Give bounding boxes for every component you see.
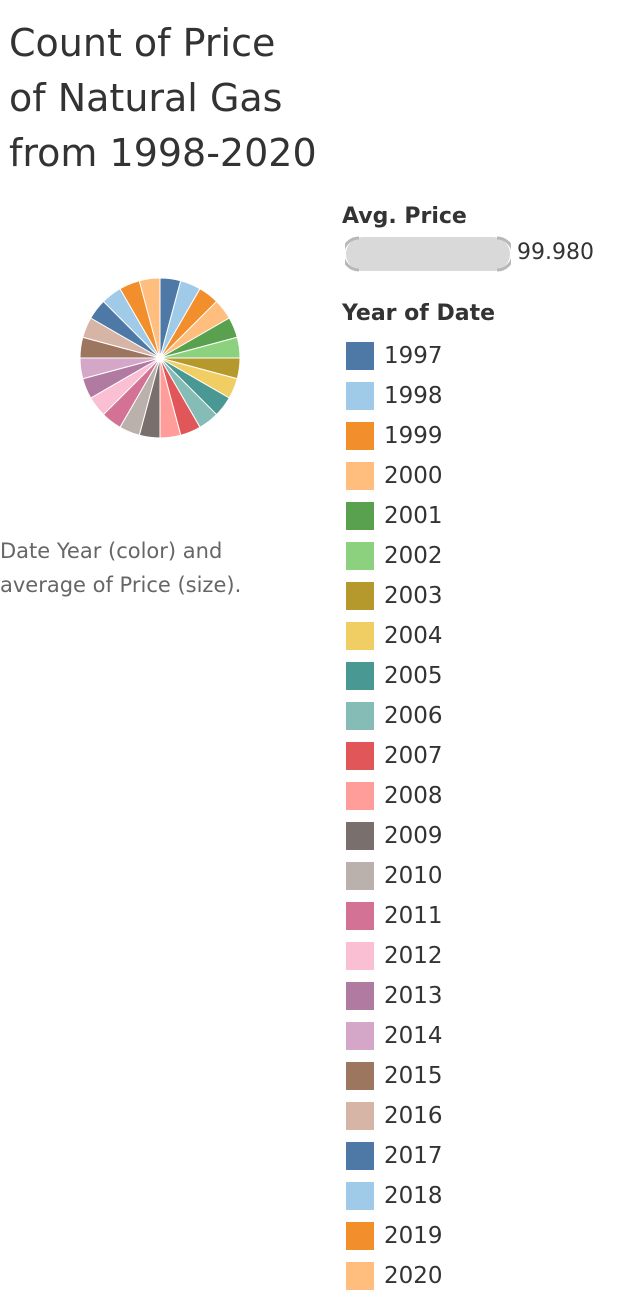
size-legend-fill: [346, 237, 510, 271]
legend-item-2016[interactable]: 2016: [346, 1096, 443, 1136]
legend-swatch-2019: [346, 1222, 374, 1250]
color-legend-title: Year of Date: [342, 301, 496, 326]
legend-label-2009: 2009: [384, 823, 443, 849]
legend-item-2019[interactable]: 2019: [346, 1216, 443, 1256]
legend-swatch-2003: [346, 582, 374, 610]
legend-item-2012[interactable]: 2012: [346, 936, 443, 976]
legend-swatch-2013: [346, 982, 374, 1010]
chart-title: Count of Price of Natural Gas from 1998-…: [9, 16, 317, 181]
legend-label-2012: 2012: [384, 943, 443, 969]
legend-label-2018: 2018: [384, 1183, 443, 1209]
legend-label-2003: 2003: [384, 583, 443, 609]
legend-item-2013[interactable]: 2013: [346, 976, 443, 1016]
legend-item-2001[interactable]: 2001: [346, 496, 443, 536]
legend-item-2004[interactable]: 2004: [346, 616, 443, 656]
legend-item-1998[interactable]: 1998: [346, 376, 443, 416]
legend-label-2005: 2005: [384, 663, 443, 689]
legend-label-2002: 2002: [384, 543, 443, 569]
chart-title-line-1: Count of Price: [9, 21, 276, 65]
legend-item-2015[interactable]: 2015: [346, 1056, 443, 1096]
legend-label-1998: 1998: [384, 383, 443, 409]
color-legend: 1997 1998 1999 2000 2001 2002 2003 2004 2005 2006…: [346, 336, 443, 1296]
size-legend-right-cap: [496, 236, 511, 272]
legend-item-2014[interactable]: 2014: [346, 1016, 443, 1056]
legend-label-2014: 2014: [384, 1023, 443, 1049]
legend-swatch-2004: [346, 622, 374, 650]
legend-swatch-1999: [346, 422, 374, 450]
legend-swatch-2000: [346, 462, 374, 490]
legend-swatch-2002: [346, 542, 374, 570]
legend-item-2007[interactable]: 2007: [346, 736, 443, 776]
legend-item-2011[interactable]: 2011: [346, 896, 443, 936]
legend-swatch-2009: [346, 822, 374, 850]
size-legend-bar: [345, 236, 511, 272]
legend-swatch-1998: [346, 382, 374, 410]
legend-swatch-2017: [346, 1142, 374, 1170]
legend-swatch-2001: [346, 502, 374, 530]
legend-swatch-2011: [346, 902, 374, 930]
legend-label-2019: 2019: [384, 1223, 443, 1249]
legend-swatch-2016: [346, 1102, 374, 1130]
legend-swatch-2012: [346, 942, 374, 970]
legend-item-2018[interactable]: 2018: [346, 1176, 443, 1216]
legend-label-2015: 2015: [384, 1063, 443, 1089]
legend-swatch-1997: [346, 342, 374, 370]
legend-item-2009[interactable]: 2009: [346, 816, 443, 856]
legend-label-2010: 2010: [384, 863, 443, 889]
legend-item-2008[interactable]: 2008: [346, 776, 443, 816]
caption-line-2: average of Price (size).: [0, 573, 242, 597]
legend-swatch-2005: [346, 662, 374, 690]
chart-title-line-3: from 1998-2020: [9, 131, 317, 175]
legend-label-2011: 2011: [384, 903, 443, 929]
legend-swatch-2018: [346, 1182, 374, 1210]
legend-swatch-2014: [346, 1022, 374, 1050]
legend-swatch-2006: [346, 702, 374, 730]
legend-label-1997: 1997: [384, 343, 443, 369]
legend-swatch-2007: [346, 742, 374, 770]
legend-item-1999[interactable]: 1999: [346, 416, 443, 456]
legend-label-2020: 2020: [384, 1263, 443, 1289]
size-legend-left-cap: [345, 236, 360, 272]
legend-item-2010[interactable]: 2010: [346, 856, 443, 896]
legend-item-2000[interactable]: 2000: [346, 456, 443, 496]
legend-item-2017[interactable]: 2017: [346, 1136, 443, 1176]
legend-label-2004: 2004: [384, 623, 443, 649]
pie-slice-2020[interactable]: [138, 277, 161, 359]
legend-swatch-2008: [346, 782, 374, 810]
size-legend-title: Avg. Price: [342, 204, 467, 229]
legend-swatch-2015: [346, 1062, 374, 1090]
legend-label-2000: 2000: [384, 463, 443, 489]
legend-item-1997[interactable]: 1997: [346, 336, 443, 376]
legend-label-2007: 2007: [384, 743, 443, 769]
legend-item-2005[interactable]: 2005: [346, 656, 443, 696]
legend-item-2020[interactable]: 2020: [346, 1256, 443, 1296]
legend-item-2002[interactable]: 2002: [346, 536, 443, 576]
pie-chart: [79, 277, 241, 439]
legend-label-2013: 2013: [384, 983, 443, 1009]
legend-label-2008: 2008: [384, 783, 443, 809]
legend-item-2006[interactable]: 2006: [346, 696, 443, 736]
legend-label-2001: 2001: [384, 503, 443, 529]
legend-item-2003[interactable]: 2003: [346, 576, 443, 616]
chart-title-line-2: of Natural Gas: [9, 76, 283, 120]
legend-swatch-2010: [346, 862, 374, 890]
legend-label-2017: 2017: [384, 1143, 443, 1169]
legend-label-2006: 2006: [384, 703, 443, 729]
chart-caption: Date Year (color) and average of Price (…: [0, 534, 241, 602]
legend-label-1999: 1999: [384, 423, 443, 449]
caption-line-1: Date Year (color) and: [0, 539, 223, 563]
size-legend-value: 99.980: [517, 240, 594, 265]
legend-swatch-2020: [346, 1262, 374, 1290]
legend-label-2016: 2016: [384, 1103, 443, 1129]
